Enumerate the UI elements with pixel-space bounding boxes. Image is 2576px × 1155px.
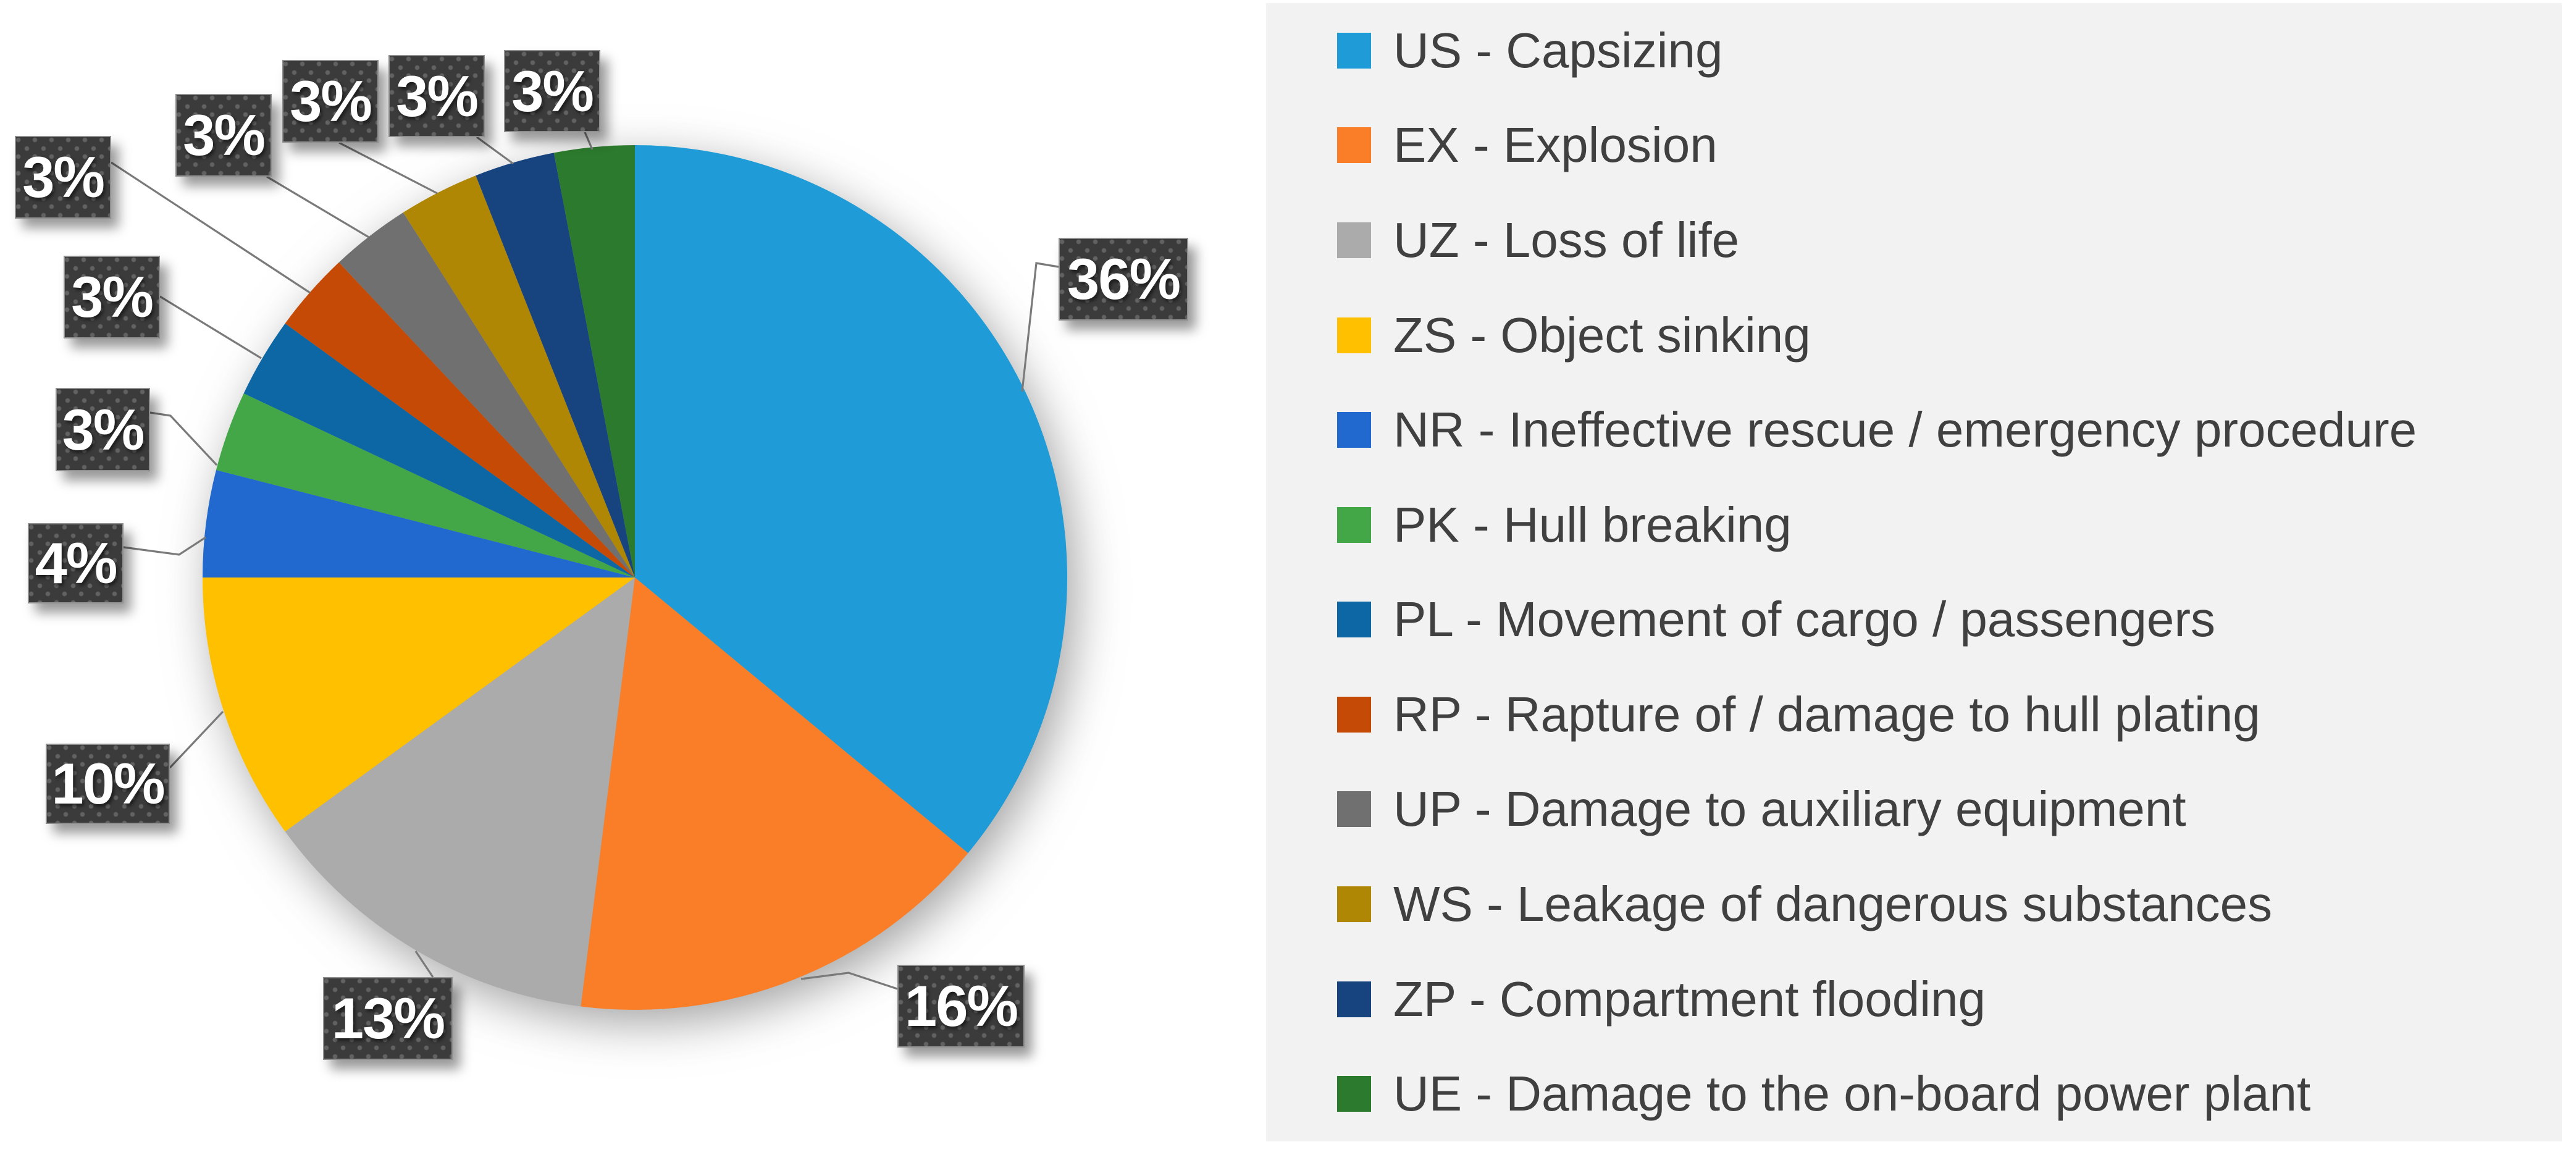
- legend-item-PK: PK - Hull breaking: [1337, 477, 2562, 572]
- pie-slice-PK: [216, 393, 635, 578]
- legend-label-WS: WS - Leakage of dangerous substances: [1393, 876, 2273, 931]
- legend-swatch-ZP: [1337, 981, 1371, 1017]
- legend-swatch-EX: [1337, 127, 1371, 164]
- legend-label-ZS: ZS - Object sinking: [1393, 307, 1811, 363]
- data-label-UE: 3%: [504, 50, 600, 132]
- leader-line-UP: [266, 175, 369, 238]
- data-label-WS: 3%: [282, 60, 379, 143]
- data-label-PL: 3%: [64, 256, 160, 338]
- data-label-UZ: 13%: [323, 977, 453, 1060]
- legend-swatch-UZ: [1337, 222, 1371, 258]
- leader-line-WS: [338, 141, 438, 195]
- data-label-ZS: 10%: [46, 744, 170, 824]
- legend-swatch-RP: [1337, 696, 1371, 733]
- legend-label-PK: PK - Hull breaking: [1393, 497, 1792, 552]
- leader-line-RP: [111, 161, 311, 294]
- pie-slice-WS: [403, 175, 635, 578]
- pie-slice-ZP: [476, 153, 635, 578]
- pie-slice-US: [635, 145, 1068, 854]
- legend-panel: US - Capsizing EX - Explosion UZ - Loss of…: [1266, 3, 2562, 1141]
- pie-slice-RP: [285, 262, 635, 578]
- leader-line-UZ: [414, 951, 434, 978]
- data-label-UP: 3%: [175, 94, 272, 177]
- pie-slice-UZ: [285, 578, 635, 1007]
- legend-item-UE: UE - Damage to the on-board power plant: [1337, 1047, 2562, 1141]
- legend-swatch-PK: [1337, 506, 1371, 543]
- legend-swatch-US: [1337, 32, 1371, 69]
- pie-slice-EX: [581, 578, 968, 1010]
- legend-item-UZ: UZ - Loss of life: [1337, 193, 2562, 287]
- legend-label-NR: NR - Ineffective rescue / emergency proc…: [1393, 402, 2417, 458]
- legend-label-UE: UE - Damage to the on-board power plant: [1393, 1066, 2311, 1122]
- legend-label-UP: UP - Damage to auxiliary equipment: [1393, 781, 2186, 837]
- legend-item-EX: EX - Explosion: [1337, 98, 2562, 193]
- legend-item-RP: RP - Rapture of / damage to hull plating: [1337, 667, 2562, 762]
- legend-item-UP: UP - Damage to auxiliary equipment: [1337, 762, 2562, 857]
- legend-label-US: US - Capsizing: [1393, 22, 1723, 78]
- legend-swatch-PL: [1337, 602, 1371, 638]
- leader-line-UE: [584, 132, 594, 150]
- legend-label-RP: RP - Rapture of / damage to hull plating: [1393, 686, 2260, 742]
- legend-swatch-WS: [1337, 886, 1371, 922]
- legend-swatch-UP: [1337, 791, 1371, 828]
- data-label-NR: 4%: [28, 523, 124, 603]
- legend-item-WS: WS - Leakage of dangerous substances: [1337, 857, 2562, 951]
- leader-line-NR: [123, 536, 206, 556]
- legend-item-ZS: ZS - Object sinking: [1337, 288, 2562, 382]
- data-label-PK: 3%: [56, 388, 150, 471]
- legend-swatch-NR: [1337, 412, 1371, 448]
- legend-label-EX: EX - Explosion: [1393, 117, 1718, 173]
- pie-slice-UE: [553, 145, 635, 578]
- leader-line-ZP: [476, 136, 514, 165]
- leader-line-PK: [149, 411, 218, 466]
- pie-slice-UP: [338, 212, 635, 578]
- legend-item-ZP: ZP - Compartment flooding: [1337, 952, 2562, 1046]
- legend-item-NR: NR - Ineffective rescue / emergency proc…: [1337, 383, 2562, 477]
- data-label-EX: 16%: [897, 965, 1025, 1048]
- leader-line-US: [1021, 262, 1059, 392]
- data-label-US: 36%: [1059, 238, 1188, 321]
- legend-item-PL: PL - Movement of cargo / passengers: [1337, 573, 2562, 667]
- pie-slice-PL: [243, 323, 636, 578]
- pie-slice-ZS: [203, 578, 635, 832]
- pie: [203, 145, 1068, 1010]
- pie-slice-NR: [203, 469, 635, 578]
- legend-label-ZP: ZP - Compartment flooding: [1393, 971, 1986, 1027]
- legend-label-PL: PL - Movement of cargo / passengers: [1393, 592, 2216, 647]
- legend-label-UZ: UZ - Loss of life: [1393, 212, 1740, 267]
- leader-line-ZS: [169, 710, 224, 769]
- data-label-RP: 3%: [15, 136, 111, 219]
- data-label-ZP: 3%: [388, 55, 485, 137]
- legend-item-US: US - Capsizing: [1337, 3, 2562, 98]
- leader-line-EX: [800, 972, 898, 990]
- leader-line-PL: [159, 295, 262, 359]
- legend-swatch-UE: [1337, 1076, 1371, 1112]
- legend-swatch-ZS: [1337, 317, 1371, 353]
